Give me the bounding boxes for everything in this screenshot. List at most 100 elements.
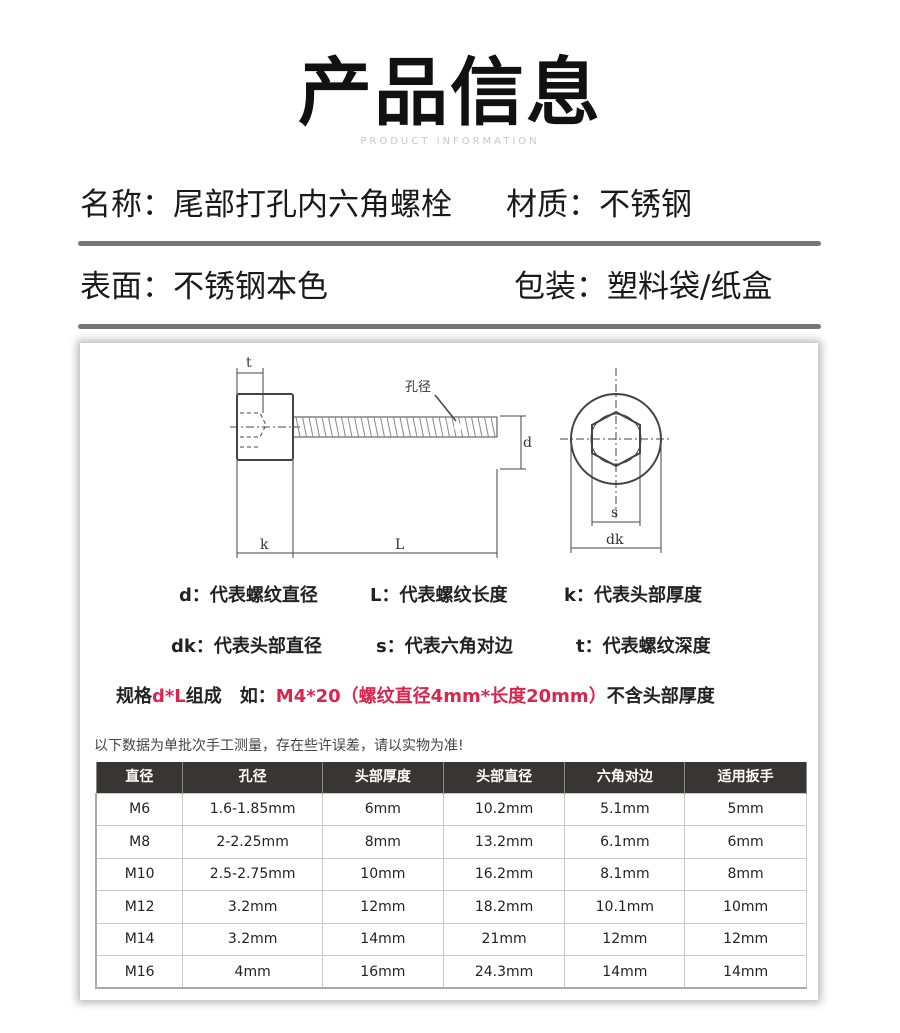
table-header: 直径 孔径 头部厚度 头部直径 六角对边 适用扳手 <box>95 762 807 793</box>
legend-k: k：代表头部厚度 <box>564 585 702 606</box>
divider <box>78 241 821 246</box>
thread-line <box>308 416 314 438</box>
info-row-2: 表面：不锈钢本色 包装：塑料袋/纸盒 <box>80 268 820 306</box>
column-header: 头部直径 <box>442 762 566 793</box>
table-cell: 4mm <box>182 955 323 989</box>
product-name: 名称：尾部打孔内六角螺栓 <box>80 187 452 223</box>
table-cell: M8 <box>95 825 184 859</box>
table-cell: 3.2mm <box>182 890 323 924</box>
spec-suffix: 组成 如： <box>185 686 276 707</box>
legend-s: s：代表六角对边 <box>376 636 513 657</box>
table-cell: 24.3mm <box>442 955 566 989</box>
table-cell: 1.6-1.85mm <box>182 792 323 826</box>
table-cell: 5mm <box>684 792 807 826</box>
label-L: L <box>395 537 404 553</box>
thread-line <box>334 416 340 438</box>
thread-line <box>484 416 489 438</box>
hole-pointer <box>434 394 457 422</box>
column-header: 头部厚度 <box>321 762 444 793</box>
product-material: 材质：不锈钢 <box>506 187 692 223</box>
table-cell: 12mm <box>564 922 686 956</box>
thread-line <box>412 416 418 438</box>
thread-line <box>406 416 411 438</box>
table-row: M6 1.6-1.85mm 6mm 10.2mm 5.1mm 5mm <box>95 792 807 826</box>
table-cell: 6.1mm <box>564 825 686 859</box>
label-d: d <box>523 435 532 451</box>
table-cell: 8mm <box>684 857 807 891</box>
table-cell: M12 <box>95 890 184 924</box>
spec-tail: 不含头部厚度 <box>606 686 715 707</box>
table-cell: 18.2mm <box>442 890 566 924</box>
label-t: t <box>246 355 252 371</box>
legend-t: t：代表螺纹深度 <box>576 636 711 657</box>
measurement-note: 以下数据为单批次手工测量，存在些许误差，请以实物为准! <box>94 738 464 754</box>
thread-line <box>477 416 483 438</box>
thread-line <box>399 416 405 438</box>
table-cell: 16.2mm <box>442 857 566 891</box>
table-row: M12 3.2mm 12mm 18.2mm 10.1mm 10mm <box>95 890 807 924</box>
thread-line <box>360 416 366 438</box>
table-cell: M14 <box>95 922 184 956</box>
thread-line <box>321 416 327 438</box>
table-cell: 12mm <box>321 890 444 924</box>
table-cell: 14mm <box>564 955 686 989</box>
thread-line <box>341 416 346 438</box>
thread-line <box>347 416 353 438</box>
table-cell: 16mm <box>321 955 444 989</box>
thread-line <box>438 416 444 438</box>
spec-card: t 孔径 d k L s dk d：代表螺纹直径 L：代表螺纹长度 k：代表头部… <box>80 343 818 1000</box>
table-cell: 14mm <box>684 955 807 989</box>
bolt-end-view <box>560 368 672 553</box>
thread-line <box>295 416 301 438</box>
table-cell: 8mm <box>321 825 444 859</box>
table-cell: 10.1mm <box>564 890 686 924</box>
thread-line <box>464 416 470 438</box>
thread-line <box>367 416 372 438</box>
label-s: s <box>611 505 618 521</box>
table-row: M8 2-2.25mm 8mm 13.2mm 6.1mm 6mm <box>95 825 807 859</box>
thread-line <box>425 416 431 438</box>
legend-d: d：代表螺纹直径 <box>179 585 318 606</box>
table-row: M14 3.2mm 14mm 21mm 12mm 12mm <box>95 922 807 956</box>
page-title: 产品信息 <box>298 50 602 136</box>
thread-line <box>432 416 437 438</box>
table-row: M10 2.5-2.75mm 10mm 16.2mm 8.1mm 8mm <box>95 857 807 891</box>
spec-prefix: 规格 <box>116 686 152 707</box>
table-cell: 3.2mm <box>182 922 323 956</box>
spec-example: M4*20（螺纹直径4mm*长度20mm） <box>275 686 607 707</box>
page-subtitle: PRODUCT INFORMATION <box>360 136 540 147</box>
thread-line <box>315 416 320 438</box>
thread-line <box>380 416 385 438</box>
table-cell: 10.2mm <box>442 792 566 826</box>
table-cell: 21mm <box>442 922 566 956</box>
info-row-1: 名称：尾部打孔内六角螺栓 材质：不锈钢 <box>80 186 820 224</box>
column-header: 直径 <box>95 762 184 793</box>
bolt-thread <box>293 416 498 438</box>
bolt-diagram: t 孔径 d k L s dk <box>230 355 672 558</box>
label-k: k <box>260 537 269 553</box>
divider <box>78 324 821 329</box>
thread-line <box>373 416 379 438</box>
table-cell: 5.1mm <box>564 792 686 826</box>
table-cell: 6mm <box>321 792 444 826</box>
column-header: 适用扳手 <box>684 762 807 793</box>
thread-line <box>419 416 424 438</box>
table-cell: 10mm <box>684 890 807 924</box>
table-cell: 6mm <box>684 825 807 859</box>
thread-line <box>445 416 450 438</box>
label-dk: dk <box>606 532 624 548</box>
thread-line <box>471 416 476 438</box>
table-cell: 8.1mm <box>564 857 686 891</box>
legend-dk: dk：代表头部直径 <box>171 636 322 657</box>
thread-line <box>328 416 333 438</box>
thread-line <box>302 416 307 438</box>
table-cell: 2.5-2.75mm <box>182 857 323 891</box>
table-row: M16 4mm 16mm 24.3mm 14mm 14mm <box>95 955 807 989</box>
table-cell: M6 <box>95 792 184 826</box>
thread-line <box>393 416 398 438</box>
thread-line <box>386 416 392 438</box>
table-cell: 12mm <box>684 922 807 956</box>
label-hole: 孔径 <box>405 380 431 395</box>
table-cell: 2-2.25mm <box>182 825 323 859</box>
column-header: 孔径 <box>182 762 323 793</box>
